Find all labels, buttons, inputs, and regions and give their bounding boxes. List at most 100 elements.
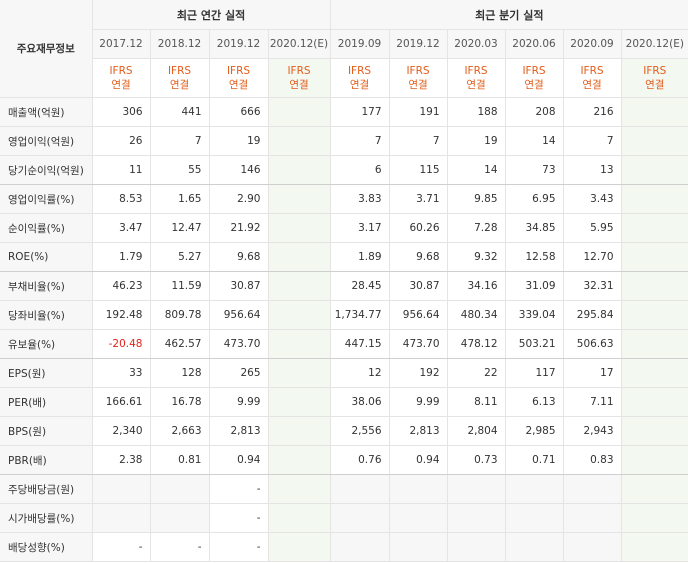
table-cell: 7 (563, 126, 622, 156)
table-cell: 14 (505, 126, 564, 156)
table-cell: 9.68 (209, 242, 269, 272)
ifrs-label: IFRS (287, 65, 311, 77)
table-cell (505, 532, 564, 562)
table-cell (92, 503, 151, 533)
table-cell (447, 532, 506, 562)
table-cell: 2,663 (150, 416, 210, 446)
table-cell: 60.26 (389, 213, 448, 243)
period-header: 2020.12(E) (621, 29, 688, 59)
row-label: 주당배당금(원) (0, 474, 93, 504)
table-cell: 3.47 (92, 213, 151, 243)
table-cell (621, 271, 688, 301)
table-row: BPS(원) 2,340 2,663 2,813 2,556 2,813 2,804 2,98… (0, 416, 688, 446)
table-cell (268, 358, 331, 388)
consolidated-label: 연결 (582, 79, 602, 91)
table-row: 부채비율(%) 46.23 11.59 30.87 28.45 30.87 34.16 31.… (0, 271, 688, 301)
table-cell: 12 (329, 358, 390, 388)
period-header: 2020.03 (447, 29, 506, 59)
table-cell: 28.45 (329, 271, 390, 301)
table-cell (621, 300, 688, 330)
row-label: 당좌비율(%) (0, 300, 93, 330)
table-cell: 5.27 (150, 242, 210, 272)
table-cell (563, 503, 622, 533)
table-cell (505, 474, 564, 504)
table-cell: 0.73 (447, 445, 506, 475)
table-row: 순이익률(%) 3.47 12.47 21.92 3.17 60.26 7.28 34.85 5… (0, 213, 688, 243)
table-cell: 0.94 (209, 445, 269, 475)
table-row: 당좌비율(%) 192.48 809.78 956.64 1,734.77 956.64 4… (0, 300, 688, 330)
table-cell (505, 503, 564, 533)
ifrs-badge: IFRS 연결 (621, 58, 688, 98)
table-cell: 2,556 (329, 416, 390, 446)
ifrs-label: IFRS (347, 65, 372, 77)
table-cell (621, 329, 688, 359)
table-cell (621, 97, 688, 127)
table-cell (447, 503, 506, 533)
table-cell: 809.78 (150, 300, 210, 330)
table-cell: 21.92 (209, 213, 269, 243)
table-cell (268, 213, 331, 243)
table-cell (268, 474, 331, 504)
row-label: 매출액(억원) (0, 97, 93, 127)
consolidated-label: 연결 (524, 79, 544, 91)
table-cell: 128 (150, 358, 210, 388)
row-label: EPS(원) (0, 358, 93, 388)
table-cell: 7 (329, 126, 390, 156)
row-label: 유보율(%) (0, 329, 93, 359)
table-cell (563, 532, 622, 562)
period-header: 2017.12 (92, 29, 151, 59)
table-cell (621, 503, 688, 533)
table-cell: 503.21 (505, 329, 564, 359)
table-cell: 34.85 (505, 213, 564, 243)
ifrs-label: IFRS (226, 65, 251, 77)
table-cell: 0.71 (505, 445, 564, 475)
table-cell: 55 (150, 155, 210, 185)
table-row: 당기순이익(억원) 11 55 146 6 115 14 73 13 (0, 155, 688, 185)
table-cell: 11.59 (150, 271, 210, 301)
ifrs-badge: IFRS 연결 (505, 58, 564, 98)
table-cell (268, 503, 331, 533)
table-cell (621, 474, 688, 504)
table-cell: - (92, 532, 151, 562)
table-cell: 3.17 (329, 213, 390, 243)
table-cell: 473.70 (209, 329, 269, 359)
table-cell: 1,734.77 (329, 300, 390, 330)
table-cell: 1.65 (150, 184, 210, 214)
table-cell (268, 126, 331, 156)
consolidated-label: 연결 (645, 79, 665, 91)
row-label: 부채비율(%) (0, 271, 93, 301)
period-header: 2019.12 (209, 29, 269, 59)
table-cell: 462.57 (150, 329, 210, 359)
table-cell: 441 (150, 97, 210, 127)
table-cell: 3.71 (389, 184, 448, 214)
table-cell: 666 (209, 97, 269, 127)
ifrs-badge: IFRS 연결 (389, 58, 448, 98)
table-cell: 6.13 (505, 387, 564, 417)
table-cell: 3.43 (563, 184, 622, 214)
ifrs-label: IFRS (109, 65, 133, 77)
table-cell: 17 (563, 358, 622, 388)
table-cell (329, 503, 390, 533)
table-cell (563, 474, 622, 504)
table-cell: 2,340 (92, 416, 151, 446)
table-cell: 0.76 (329, 445, 390, 475)
row-label: 배당성향(%) (0, 532, 93, 562)
table-cell: 9.68 (389, 242, 448, 272)
period-header: 2018.12 (150, 29, 210, 59)
table-cell: 115 (389, 155, 448, 185)
table-cell: 30.87 (389, 271, 448, 301)
table-cell (621, 155, 688, 185)
table-row: 시가배당률(%) - (0, 503, 688, 533)
table-cell: 188 (447, 97, 506, 127)
table-cell (268, 184, 331, 214)
table-cell (92, 474, 151, 504)
table-cell (389, 503, 448, 533)
table-cell (268, 532, 331, 562)
table-cell: 208 (505, 97, 564, 127)
ifrs-row: IFRS 연결 IFRS 연결 IFRS 연결 IFRS 연결 IFRS 연결 IFRS 연결 IFRS… (0, 58, 688, 98)
table-cell: 478.12 (447, 329, 506, 359)
period-header: 2019.09 (329, 29, 390, 59)
period-row: 2017.12 2018.12 2019.12 2020.12(E) 2019.09 20… (0, 29, 688, 59)
ifrs-badge: IFRS 연결 (268, 58, 331, 98)
